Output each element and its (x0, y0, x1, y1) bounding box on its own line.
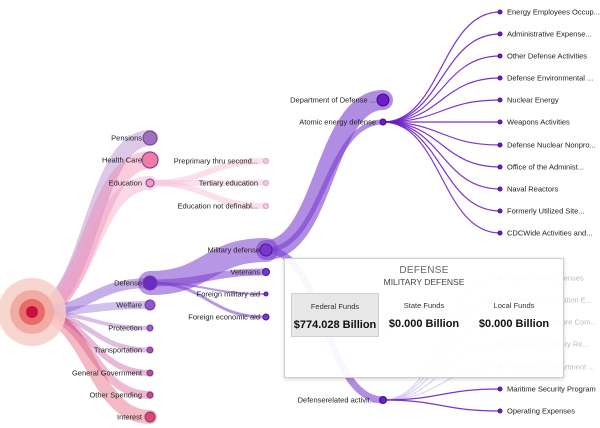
tooltip-subtitle: MILITARY DEFENSE (383, 277, 465, 287)
node-education[interactable] (145, 178, 155, 188)
label-rel-operating-expenses: Operating Expenses (507, 407, 575, 416)
root-node-glow[interactable] (0, 278, 66, 346)
node-atom-cdcwide-activities-and[interactable] (497, 230, 503, 236)
label-atom-defense-environmental: Defense Environmental ... (507, 74, 593, 83)
link-atom-nuclear-energy (382, 99, 501, 123)
federal-funds-value: $774.028 Billion (293, 319, 377, 331)
link-rel-maritime-security-program (382, 388, 501, 401)
node-edu-education-not-definabl[interactable] (262, 202, 270, 210)
label-rel-maritime-security-program: Maritime Security Program (507, 385, 596, 394)
label-defense: Defense (114, 279, 142, 288)
label-atom-weapons-activities: Weapons Activities (507, 118, 570, 127)
state-funds-value: $0.000 Billion (388, 318, 460, 330)
node-atom-energy-employees-occup[interactable] (497, 9, 503, 15)
node-atom-defense-nuclear-nonpro[interactable] (497, 142, 503, 148)
link-def-foreign-economic-aid (148, 281, 268, 319)
node-atom-weapons-activities[interactable] (497, 119, 503, 125)
node-edu-preprimary-thru-second[interactable] (262, 157, 270, 165)
node-mil-atomic-energy-defense[interactable] (379, 118, 387, 126)
node-atom-office-of-the-administ[interactable] (497, 164, 503, 170)
label-atom-energy-employees-occup: Energy Employees Occup... (507, 8, 600, 17)
link-atom-cdcwide-activities-and (382, 121, 501, 234)
link-atom-defense-nuclear-nonpro (382, 121, 501, 146)
node-mil-defenserelated-activit[interactable] (379, 396, 387, 404)
node-general-government[interactable] (146, 369, 154, 377)
link-atom-defense-environmental (382, 77, 501, 123)
label-atom-office-of-the-administ: Office of the Administ... (507, 163, 584, 172)
node-welfare[interactable] (144, 299, 156, 311)
node-atom-administrative-expense[interactable] (497, 31, 503, 37)
funding-tooltip: DEFENSE MILITARY DEFENSE Federal Funds $… (284, 258, 564, 378)
federal-funds-label: Federal Funds (310, 302, 360, 311)
label-mil-defenserelated-activit: Defenserelated activit... (298, 396, 376, 405)
label-def-military-defense: Military defense (207, 246, 260, 255)
local-funds-value: $0.000 Billion (478, 318, 550, 330)
label-edu-tertiary-education: Tertiary education (199, 179, 258, 188)
node-interest[interactable] (144, 411, 156, 423)
node-atom-other-defense-activities[interactable] (497, 53, 503, 59)
label-edu-preprimary-thru-second: Preprimary thru second... (174, 157, 258, 166)
node-def-veterans[interactable] (262, 268, 270, 276)
label-interest: Interest (117, 413, 143, 422)
label-atom-cdcwide-activities-and: CDCWide Activities and... (507, 229, 592, 238)
state-funds-cell: State Funds $0.000 Billion (381, 293, 467, 335)
federal-funds-cell: Federal Funds $774.028 Billion (291, 293, 379, 337)
label-atom-nuclear-energy: Nuclear Energy (507, 96, 559, 105)
label-mil-department-of-defense: Department of Defense ... (290, 96, 376, 105)
node-mil-department-of-defense[interactable] (376, 93, 390, 107)
link-rel-operating-expenses (382, 399, 501, 412)
label-welfare: Welfare (116, 301, 142, 310)
node-edu-tertiary-education[interactable] (262, 179, 270, 187)
label-mil-atomic-energy-defense: Atomic energy defense (299, 118, 376, 127)
node-atom-defense-environmental[interactable] (497, 75, 503, 81)
label-education: Education (109, 179, 142, 188)
link-edu-education-not-definabl (147, 180, 269, 209)
node-atom-nuclear-energy[interactable] (497, 97, 503, 103)
label-transportation: Transportation (94, 346, 142, 355)
label-general-government: General Government (72, 369, 143, 378)
link-atom-energy-employees-occup (382, 11, 501, 123)
label-protection: Protection (108, 324, 142, 333)
node-def-foreign-economic-aid[interactable] (262, 313, 270, 321)
link-atom-naval-reactors (382, 121, 501, 190)
label-atom-naval-reactors: Naval Reactors (507, 185, 559, 194)
label-atom-defense-nuclear-nonpro: Defense Nuclear Nonpro... (507, 141, 596, 150)
link-atom-other-defense-activities (382, 55, 501, 123)
node-def-foreign-military-aid[interactable] (263, 291, 269, 297)
node-def-military-defense[interactable] (259, 243, 273, 257)
local-funds-cell: Local Funds $0.000 Billion (471, 293, 557, 335)
label-atom-other-defense-activities: Other Defense Activities (507, 52, 587, 61)
node-health-care[interactable] (141, 151, 159, 169)
label-atom-administrative-expense: Administrative Expense... (507, 30, 592, 39)
label-def-foreign-economic-aid: Foreign economic aid (188, 313, 260, 322)
label-pensions: Pensions (111, 134, 142, 143)
link-atom-office-of-the-administ (382, 121, 501, 168)
link-mil-atomic-energy-defense (263, 119, 386, 253)
label-def-foreign-military-aid: Foreign military aid (197, 290, 260, 299)
label-edu-education-not-definabl: Education not definabl... (178, 202, 258, 211)
node-protection[interactable] (146, 324, 154, 332)
label-def-veterans: Veterans (230, 268, 260, 277)
node-pensions[interactable] (142, 130, 158, 146)
state-funds-label: State Funds (403, 301, 445, 310)
link-atom-formerly-utilized-site (382, 121, 501, 212)
node-atom-naval-reactors[interactable] (497, 186, 503, 192)
link-atom-administrative-expense (382, 33, 501, 123)
label-other-spending: Other Spending (89, 391, 142, 400)
node-transportation[interactable] (146, 346, 154, 354)
label-atom-formerly-utilized-site: Formerly Utilized Site... (507, 207, 585, 216)
node-other-spending[interactable] (146, 391, 154, 399)
local-funds-label: Local Funds (493, 301, 535, 310)
tooltip-title: DEFENSE (399, 265, 449, 276)
node-atom-formerly-utilized-site[interactable] (497, 208, 503, 214)
label-health-care: Health Care (102, 156, 142, 165)
node-rel-operating-expenses[interactable] (497, 408, 503, 414)
node-defense[interactable] (142, 275, 158, 291)
node-rel-maritime-security-program[interactable] (497, 386, 503, 392)
